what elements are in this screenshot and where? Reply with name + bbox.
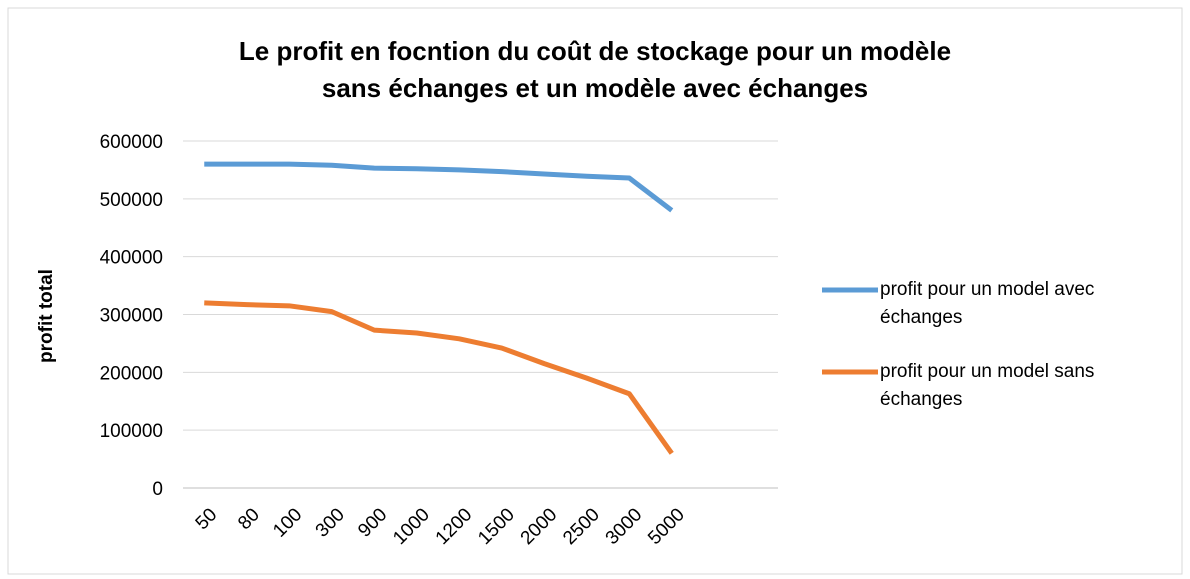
x-tick-label: 1500 bbox=[474, 504, 519, 549]
y-tick-label: 500000 bbox=[100, 190, 163, 211]
x-tick-label: 3000 bbox=[602, 504, 647, 549]
x-tick-label: 1000 bbox=[389, 504, 434, 549]
y-tick-label: 200000 bbox=[100, 363, 163, 384]
data-line bbox=[204, 161, 674, 213]
y-tick-label: 300000 bbox=[100, 306, 163, 327]
chart-title: Le profit en focntion du coût de stockag… bbox=[238, 36, 952, 103]
x-tick-label: 1200 bbox=[432, 504, 477, 549]
y-tick-label: 400000 bbox=[100, 248, 163, 269]
x-tick-label: 100 bbox=[269, 504, 306, 541]
x-tick-label: 900 bbox=[354, 504, 391, 541]
x-tick-label: 80 bbox=[234, 504, 264, 534]
y-tick-label: 0 bbox=[152, 479, 163, 500]
chart-border bbox=[7, 7, 1183, 575]
x-tick-label: 50 bbox=[192, 504, 222, 534]
data-line bbox=[204, 300, 674, 455]
y-tick-label: 600000 bbox=[100, 132, 163, 153]
x-tick-label: 2500 bbox=[559, 504, 604, 549]
y-axis-label: profit total bbox=[36, 269, 57, 363]
legend-label: profit pour un model avec échanges bbox=[880, 279, 1095, 328]
x-tick-label: 300 bbox=[312, 504, 349, 541]
x-tick-label: 2000 bbox=[517, 504, 562, 549]
legend-label: profit pour un model sans échanges bbox=[880, 361, 1095, 410]
x-tick-label: 5000 bbox=[644, 504, 689, 549]
y-tick-label: 100000 bbox=[100, 421, 163, 442]
